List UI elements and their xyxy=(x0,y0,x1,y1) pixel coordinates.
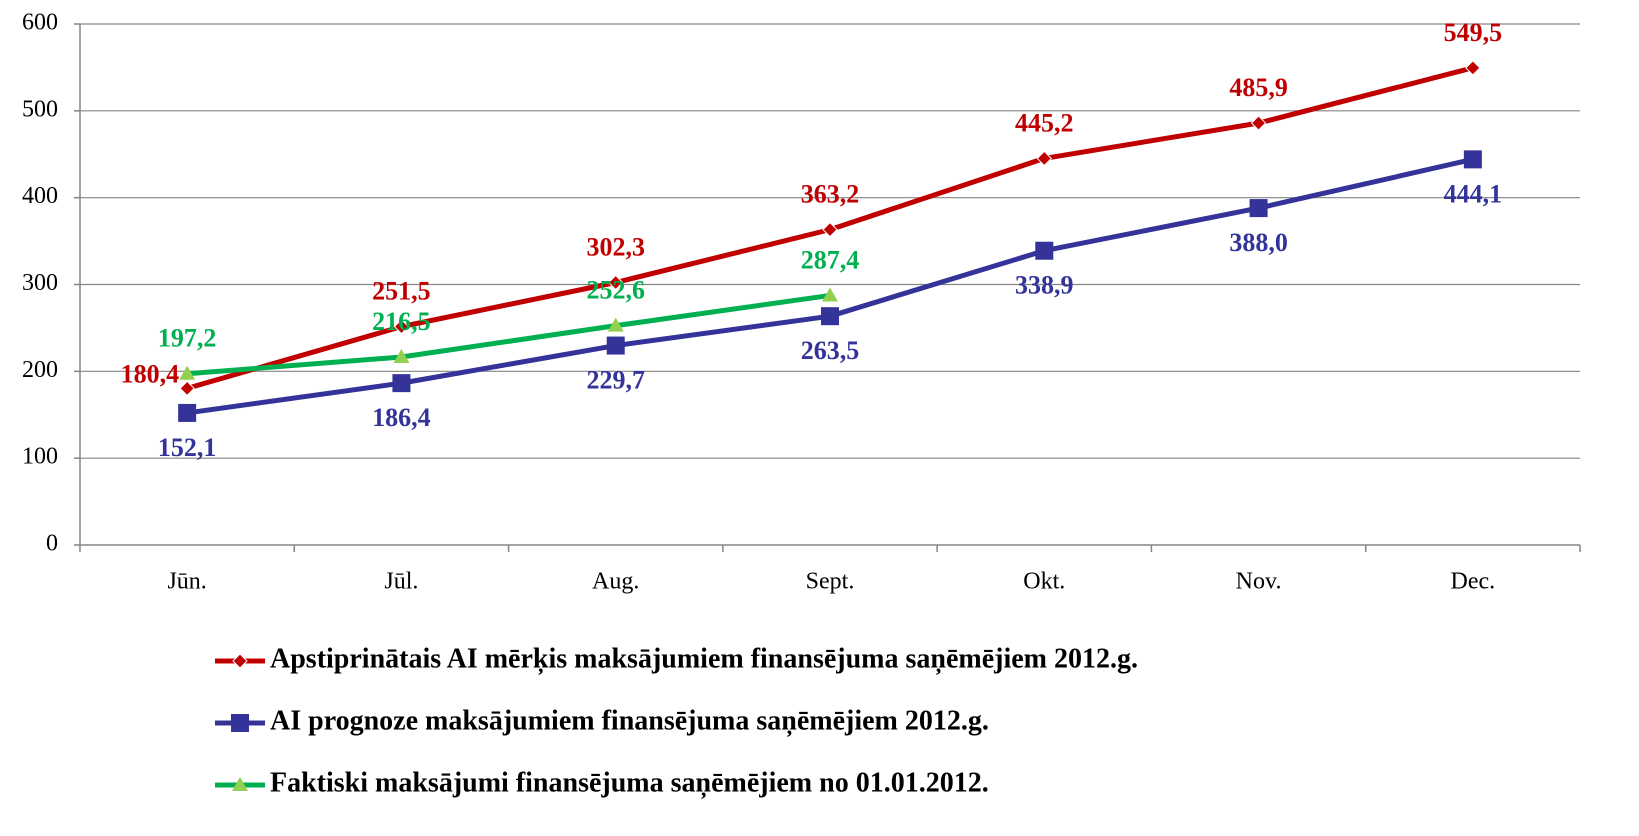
data-label: 445,2 xyxy=(1015,108,1074,137)
diamond-marker xyxy=(232,653,248,669)
data-label: 152,1 xyxy=(158,433,217,462)
data-label: 302,3 xyxy=(586,232,645,261)
diamond-marker xyxy=(393,318,410,335)
data-label: 229,7 xyxy=(586,366,645,395)
data-label: 216,5 xyxy=(372,307,431,336)
x-tick-label: Jūl. xyxy=(384,569,418,595)
x-tick-label: Okt. xyxy=(1023,569,1065,595)
triangle-marker xyxy=(822,287,838,302)
triangle-marker xyxy=(607,317,624,332)
legend-label: AI prognoze maksājumiem finansējuma saņē… xyxy=(270,705,989,737)
data-label: 444,1 xyxy=(1444,179,1503,208)
legend-label: Apstiprinātais AI mērķis maksājumiem fin… xyxy=(270,643,1138,675)
y-tick-label: 200 xyxy=(22,357,58,383)
square-marker xyxy=(1035,241,1054,260)
data-label: 549,5 xyxy=(1444,18,1503,47)
y-tick-label: 400 xyxy=(22,183,58,209)
data-label: 287,4 xyxy=(801,245,860,274)
triangle-marker xyxy=(393,349,410,364)
data-label: 388,0 xyxy=(1229,228,1288,257)
data-label: 485,9 xyxy=(1229,73,1288,102)
diamond-marker xyxy=(1250,115,1267,131)
triangle-marker xyxy=(179,365,196,380)
x-tick-label: Sept. xyxy=(806,569,855,595)
data-label: 263,5 xyxy=(801,336,860,365)
y-tick-label: 0 xyxy=(46,531,58,557)
y-tick-label: 100 xyxy=(22,444,58,470)
triangle-marker xyxy=(232,777,248,791)
diamond-marker xyxy=(179,380,195,397)
diamond-marker xyxy=(822,221,838,238)
x-tick-label: Dec. xyxy=(1451,569,1496,595)
data-label: 252,6 xyxy=(586,276,645,305)
square-marker xyxy=(821,307,839,326)
y-tick-label: 600 xyxy=(22,10,58,36)
diamond-marker xyxy=(1465,60,1481,76)
square-marker xyxy=(231,714,249,732)
data-label: 180,4 xyxy=(121,359,180,388)
square-marker xyxy=(392,374,411,393)
square-marker xyxy=(1249,199,1268,218)
y-tick-label: 300 xyxy=(22,270,58,296)
data-label: 363,2 xyxy=(801,180,860,209)
x-tick-label: Jūn. xyxy=(167,569,206,595)
square-marker xyxy=(1463,150,1482,169)
data-label: 338,9 xyxy=(1015,271,1074,300)
data-label: 197,2 xyxy=(158,324,217,353)
data-label: 186,4 xyxy=(372,403,431,432)
x-tick-label: Aug. xyxy=(592,569,639,595)
legend-label: Faktiski maksājumi finansējuma saņēmējie… xyxy=(270,767,989,799)
square-marker xyxy=(606,336,625,355)
y-tick-label: 500 xyxy=(22,96,58,122)
square-marker xyxy=(178,403,197,422)
diamond-marker xyxy=(1036,150,1052,167)
series-line xyxy=(186,292,831,377)
data-label: 251,5 xyxy=(372,277,431,306)
diamond-marker xyxy=(608,274,624,291)
x-tick-label: Nov. xyxy=(1236,569,1282,595)
